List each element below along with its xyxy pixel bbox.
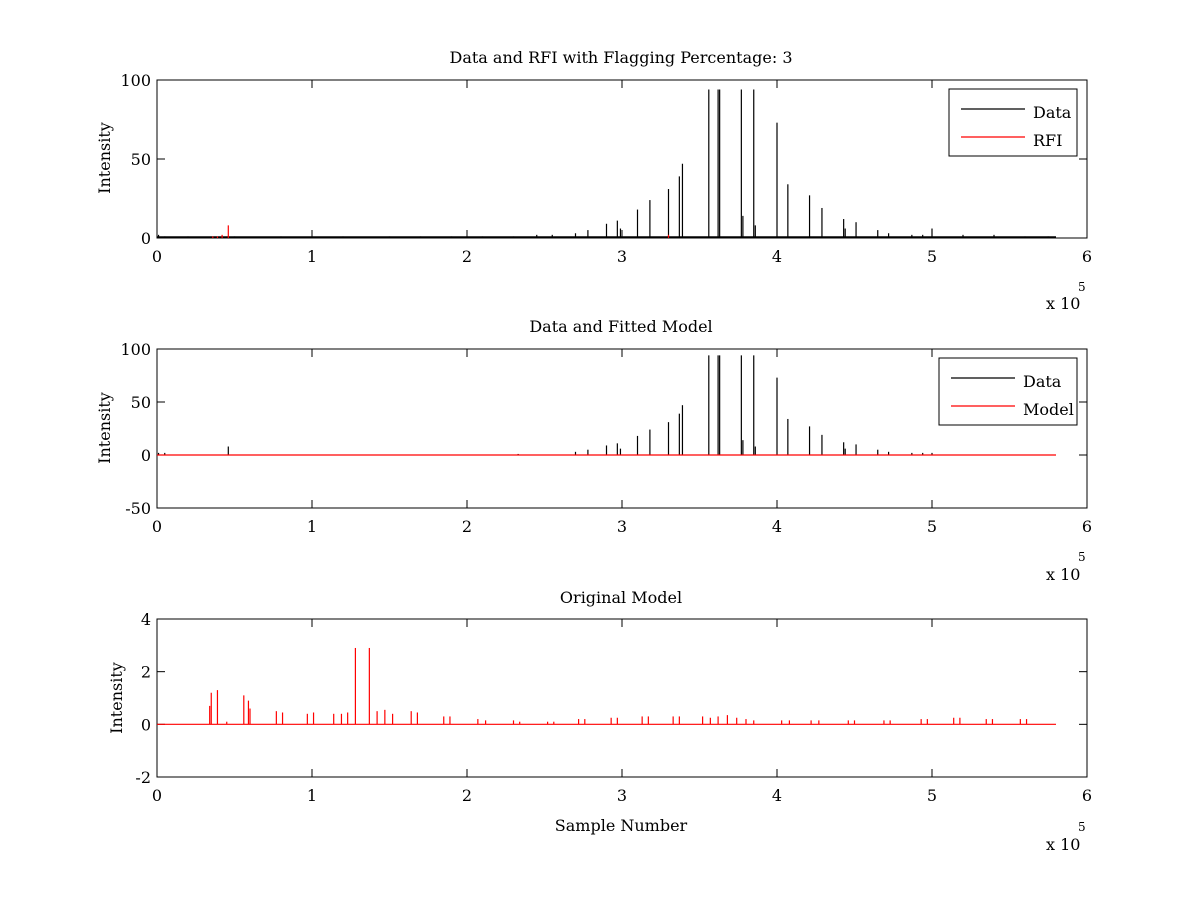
y-tick-label: -2 (135, 768, 151, 787)
legend-box (938, 357, 1078, 426)
y-tick-label: 2 (141, 663, 151, 682)
legend-box (948, 88, 1078, 157)
x-tick-label: 2 (462, 247, 472, 266)
panel-title: Original Model (560, 588, 682, 607)
y-tick-label: 100 (120, 71, 151, 90)
y-axis-label: Intensity (107, 662, 126, 734)
y-tick-label: 0 (141, 229, 151, 248)
panel-data-rfi: Data and RFI with Flagging Percentage: 3… (95, 48, 1092, 313)
x-tick-label: 3 (617, 247, 627, 266)
legend-label: RFI (1033, 131, 1062, 150)
panel-title: Data and RFI with Flagging Percentage: 3 (449, 48, 792, 67)
y-tick-label: 100 (120, 340, 151, 359)
y-tick-label: 4 (141, 610, 151, 629)
y-axis-label: Intensity (95, 122, 114, 194)
y-tick-label: -50 (125, 499, 151, 518)
x-tick-label: 5 (927, 786, 937, 805)
x-tick-label: 1 (307, 517, 317, 536)
x-tick-label: 5 (927, 517, 937, 536)
y-axis-label: Intensity (95, 392, 114, 464)
x-tick-label: 3 (617, 517, 627, 536)
x-tick-label: 6 (1082, 247, 1092, 266)
x-tick-label: 4 (772, 247, 782, 266)
x-exponent-base: x 10 (1046, 565, 1080, 584)
panel-title: Data and Fitted Model (529, 317, 712, 336)
plot-area: 0 1 2 3 4 5 6 0 50 100 Data RFI (120, 71, 1092, 266)
x-tick-label: 0 (152, 517, 162, 536)
x-tick-label: 0 (152, 786, 162, 805)
y-tick-label: 0 (141, 446, 151, 465)
x-tick-label: 6 (1082, 517, 1092, 536)
y-tick-label: 50 (131, 150, 151, 169)
panel-data-model: Data and Fitted Model Intensity 0 1 2 3 4 5 6 -… (95, 317, 1092, 584)
x-axis-label: Sample Number (555, 816, 688, 835)
x-exponent-power: 5 (1078, 820, 1086, 834)
x-tick-label: 4 (772, 786, 782, 805)
x-tick-label: 5 (927, 247, 937, 266)
y-tick-label: 0 (141, 715, 151, 734)
x-exponent-base: x 10 (1046, 835, 1080, 854)
legend-label: Model (1023, 400, 1074, 419)
y-tick-label: 50 (131, 393, 151, 412)
legend-label: Data (1033, 103, 1072, 122)
legend-label: Data (1023, 372, 1062, 391)
x-tick-label: 1 (307, 786, 317, 805)
x-tick-label: 2 (462, 517, 472, 536)
x-tick-label: 1 (307, 247, 317, 266)
x-tick-label: 6 (1082, 786, 1092, 805)
x-tick-label: 4 (772, 517, 782, 536)
x-exponent-power: 5 (1078, 550, 1086, 564)
x-exponent-base: x 10 (1046, 294, 1080, 313)
x-tick-label: 2 (462, 786, 472, 805)
x-exponent-power: 5 (1078, 280, 1086, 294)
x-tick-label: 3 (617, 786, 627, 805)
x-tick-label: 0 (152, 247, 162, 266)
